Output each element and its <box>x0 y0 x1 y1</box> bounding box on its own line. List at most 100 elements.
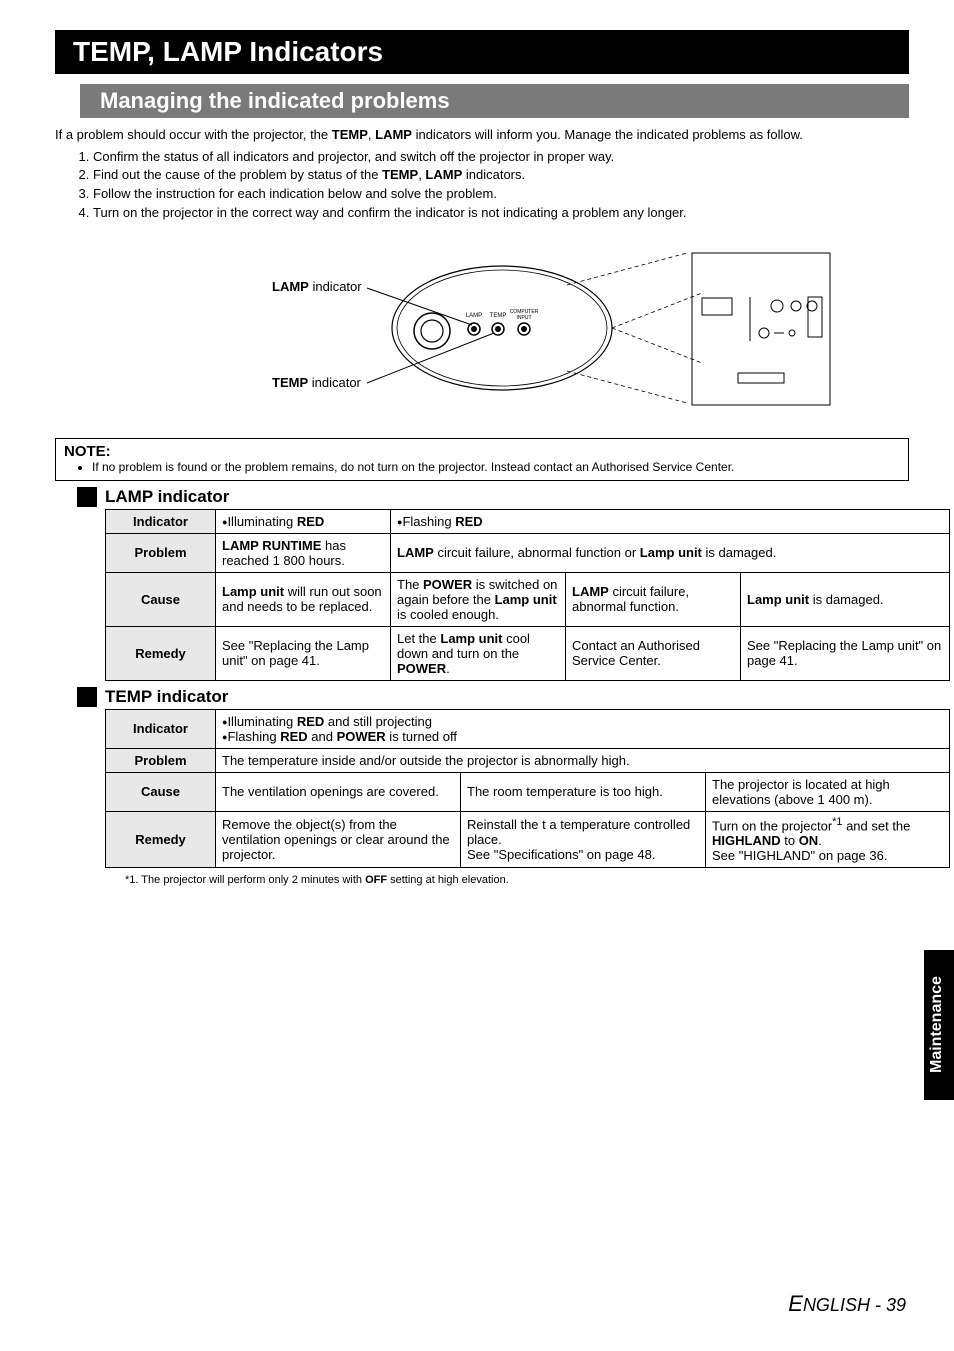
lamp-remedy-c2: Let the Lamp unit cool down and turn on … <box>391 626 566 680</box>
txt: and set the <box>842 818 910 833</box>
temp-rowhead-cause: Cause <box>106 772 216 811</box>
txt: Turn on the projector <box>712 818 832 833</box>
note-title: NOTE: <box>64 443 900 460</box>
txt: Lamp unit <box>640 545 702 560</box>
main-title: TEMP, LAMP Indicators <box>55 30 909 74</box>
diagram-lamp-led-label: LAMP <box>466 313 482 319</box>
txt: RED <box>455 514 482 529</box>
txt: RED <box>297 714 324 729</box>
lamp-rowhead-cause: Cause <box>106 572 216 626</box>
diagram-temp-label: TEMP indicator <box>272 375 362 390</box>
temp-section-head: TEMP indicator <box>77 687 909 707</box>
step2-pre: Find out the cause of the problem by sta… <box>93 167 382 182</box>
intro-pre: If a problem should occur with the proje… <box>55 127 332 142</box>
txt: circuit failure, abnormal function or <box>434 545 640 560</box>
table-row: Remedy See "Replacing the Lamp unit" on … <box>106 626 950 680</box>
section-square-icon <box>77 487 97 507</box>
note-item: If no problem is found or the problem re… <box>92 460 900 474</box>
txt: ON <box>799 833 819 848</box>
table-row: Problem The temperature inside and/or ou… <box>106 748 950 772</box>
temp-table: Indicator Illuminating RED and still pro… <box>105 709 950 868</box>
txt: Flashing <box>227 729 280 744</box>
lamp-section-head: LAMP indicator <box>77 487 909 507</box>
lamp-remedy-c4: See "Replacing the Lamp unit" on page 41… <box>741 626 950 680</box>
temp-rowhead-remedy: Remedy <box>106 811 216 867</box>
temp-remedy-c3: Turn on the projector*1 and set the HIGH… <box>706 811 950 867</box>
txt: is cooled enough. <box>397 607 499 622</box>
txt: and <box>308 729 337 744</box>
txt: LAMP <box>572 584 609 599</box>
table-row: Cause Lamp unit will run out soon and ne… <box>106 572 950 626</box>
diagram-temp-led-label: TEMP <box>490 313 507 319</box>
temp-heading: TEMP indicator <box>105 687 228 707</box>
lamp-indicator-c1: Illuminating RED <box>216 509 391 533</box>
table-row: Indicator Illuminating RED Flashing RED <box>106 509 950 533</box>
lamp-table: Indicator Illuminating RED Flashing RED … <box>105 509 950 681</box>
lamp-rowhead-remedy: Remedy <box>106 626 216 680</box>
step-2: Find out the cause of the problem by sta… <box>93 166 909 185</box>
page-number: 39 <box>886 1295 906 1315</box>
txt: LAMP RUNTIME <box>222 538 321 553</box>
intro-paragraph: If a problem should occur with the proje… <box>55 126 909 144</box>
txt: is damaged. <box>809 592 883 607</box>
diagram-lamp-label: LAMP indicator <box>272 279 362 294</box>
temp-problem-cell: The temperature inside and/or outside th… <box>216 748 950 772</box>
txt: *1. The projector will perform only 2 mi… <box>125 874 365 886</box>
footnote: *1. The projector will perform only 2 mi… <box>125 874 909 886</box>
txt: Lamp unit <box>747 592 809 607</box>
table-row: Remedy Remove the object(s) from the ven… <box>106 811 950 867</box>
step-1: Confirm the status of all indicators and… <box>93 148 909 167</box>
lamp-problem-c1: LAMP RUNTIME has reached 1 800 hours. <box>216 533 391 572</box>
step2-post: indicators. <box>462 167 525 182</box>
txt: Let the <box>397 631 440 646</box>
lamp-remedy-c1: See "Replacing the Lamp unit" on page 41… <box>216 626 391 680</box>
txt: RED <box>280 729 307 744</box>
temp-rowhead-indicator: Indicator <box>106 709 216 748</box>
txt: OFF <box>365 874 387 886</box>
temp-remedy-c1: Remove the object(s) from the ventilatio… <box>216 811 461 867</box>
txt: POWER <box>397 661 446 676</box>
intro-b2: LAMP <box>375 127 412 142</box>
lamp-indicator-c2: Flashing RED <box>391 509 950 533</box>
table-row: Problem LAMP RUNTIME has reached 1 800 h… <box>106 533 950 572</box>
txt: to <box>781 833 799 848</box>
txt: NGLISH <box>803 1295 870 1315</box>
step2-b2: LAMP <box>425 167 462 182</box>
note-box: NOTE: If no problem is found or the prob… <box>55 438 909 481</box>
lamp-cause-c4: Lamp unit is damaged. <box>741 572 950 626</box>
txt: - <box>870 1295 886 1315</box>
txt: *1 <box>832 816 842 828</box>
step2-b1: TEMP <box>382 167 418 182</box>
temp-remedy-c2: Reinstall the t a temperature controlled… <box>461 811 706 867</box>
txt: RED <box>297 514 324 529</box>
lamp-rowhead-problem: Problem <box>106 533 216 572</box>
txt: POWER <box>337 729 386 744</box>
txt: Lamp unit <box>495 592 557 607</box>
table-row: Cause The ventilation openings are cover… <box>106 772 950 811</box>
sub-title: Managing the indicated problems <box>80 84 909 118</box>
intro-b1: TEMP <box>332 127 368 142</box>
lamp-cause-c2: The POWER is switched on again before th… <box>391 572 566 626</box>
side-tab-maintenance: Maintenance <box>924 950 954 1100</box>
txt: . <box>446 661 450 676</box>
diagram-svg: LAMP TEMP COMPUTER INPUT LAMP indicator … <box>272 233 832 423</box>
page-footer: ENGLISH - 39 <box>788 1291 906 1317</box>
txt: Lamp unit <box>440 631 502 646</box>
lamp-rowhead-indicator: Indicator <box>106 509 216 533</box>
txt: is turned off <box>386 729 457 744</box>
txt: and still projecting <box>324 714 432 729</box>
txt: Illuminating <box>227 714 296 729</box>
txt: HIGHLAND <box>712 833 781 848</box>
step-3: Follow the instruction for each indicati… <box>93 185 909 204</box>
txt: Illuminating <box>227 514 296 529</box>
section-square-icon <box>77 687 97 707</box>
lamp-cause-c3: LAMP circuit failure, abnormal function. <box>566 572 741 626</box>
lamp-cause-c1: Lamp unit will run out soon and needs to… <box>216 572 391 626</box>
temp-cause-c3: The projector is located at high elevati… <box>706 772 950 811</box>
diagram-comp-led-label2: INPUT <box>517 315 532 321</box>
txt: setting at high elevation. <box>387 874 509 886</box>
temp-cause-c1: The ventilation openings are covered. <box>216 772 461 811</box>
txt: The <box>397 577 423 592</box>
lamp-heading: LAMP indicator <box>105 487 229 507</box>
txt: is damaged. <box>702 545 776 560</box>
